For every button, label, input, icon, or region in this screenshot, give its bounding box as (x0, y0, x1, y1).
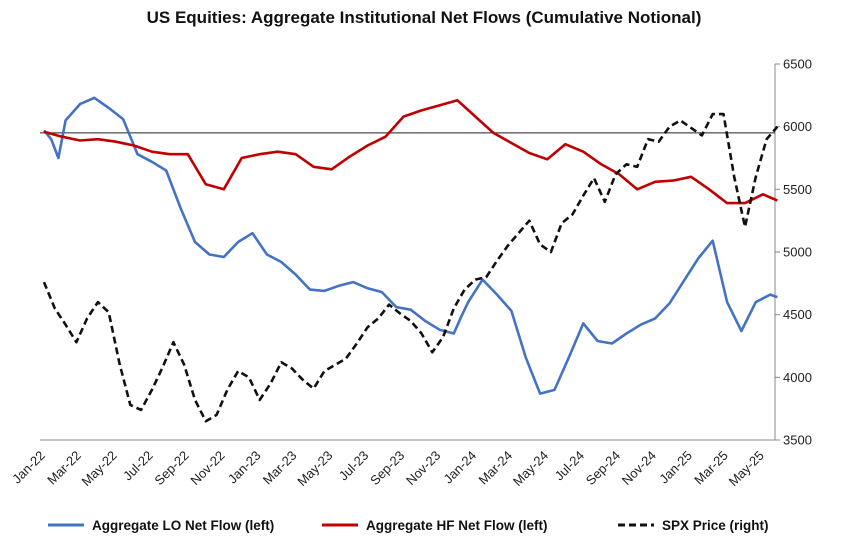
legend-label: SPX Price (right) (662, 518, 769, 533)
x-tick-label: May-25 (726, 448, 767, 489)
legend-label: Aggregate LO Net Flow (left) (92, 518, 274, 533)
x-tick-label: Jan-23 (225, 448, 264, 487)
y-tick-label: 4500 (783, 307, 812, 322)
x-tick-label: Jul-23 (336, 448, 372, 484)
legend-label: Aggregate HF Net Flow (left) (366, 518, 548, 533)
y-tick-label: 4000 (783, 370, 812, 385)
axes-layer: 3500 4000 4500 5000 5500 6000 6500 Jan-22Mar-22… (9, 57, 812, 490)
x-tick-label: May-24 (510, 448, 551, 489)
series-line-lo-net-flow (42, 96, 778, 395)
y-tick-label: 3500 (783, 433, 812, 448)
x-tick-label: Sep-22 (151, 448, 191, 488)
series-line-hf-net-flow (43, 99, 778, 205)
x-tick-label: Jan-25 (656, 448, 695, 487)
x-tick-label: Sep-24 (583, 448, 623, 488)
x-tick-label: Nov-22 (187, 448, 227, 488)
x-tick-label: Nov-23 (403, 448, 443, 488)
series-line-spx-price (42, 112, 779, 423)
x-tick-label: Jul-24 (551, 448, 587, 484)
x-tick-label: Sep-23 (367, 448, 407, 488)
series-layer (42, 96, 779, 423)
y-tick-label: 6000 (783, 119, 812, 134)
x-tick-label: Jan-22 (9, 448, 48, 487)
x-tick-label: Mar-25 (691, 448, 731, 488)
x-tick-label: Nov-24 (619, 448, 659, 488)
x-tick-label: Jan-24 (441, 448, 480, 487)
legend-layer: Aggregate LO Net Flow (left) Aggregate HF… (48, 518, 769, 533)
chart-title: US Equities: Aggregate Institutional Net… (146, 8, 702, 27)
x-tick-label: May-23 (294, 448, 335, 489)
x-tick-label: Mar-22 (44, 448, 84, 488)
y-tick-label: 5000 (783, 245, 812, 260)
x-tick-label: Mar-24 (475, 448, 515, 488)
x-tick-label: Mar-23 (260, 448, 300, 488)
y-tick-label: 5500 (783, 182, 812, 197)
y-tick-label: 6500 (783, 57, 812, 72)
x-tick-label: May-22 (79, 448, 120, 489)
x-tick-label: Jul-22 (120, 448, 156, 484)
